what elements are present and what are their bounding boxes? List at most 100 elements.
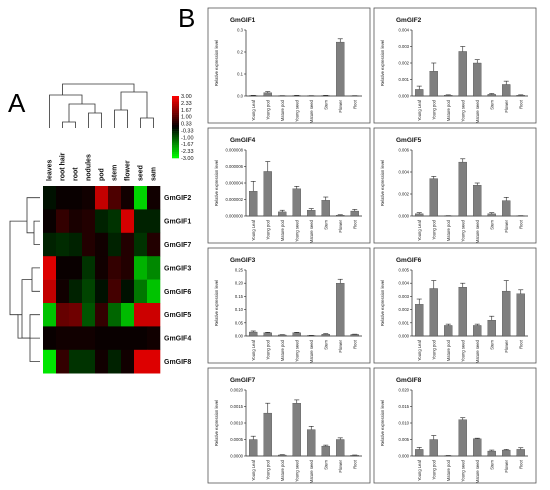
bar: [415, 304, 424, 337]
heatmap-cell: [69, 232, 83, 257]
heatmap-col-label: seed: [138, 165, 145, 181]
x-tick-label: Flower: [338, 459, 343, 472]
y-axis-label: Relative expression level: [214, 40, 219, 86]
legend-tick-label: -2.33: [181, 149, 194, 155]
x-tick-label: Young Leaf: [251, 339, 256, 361]
y-tick-label: 0.0010: [230, 421, 243, 426]
y-axis-label: Relative expression level: [380, 40, 385, 86]
heatmap-cell: [121, 326, 135, 351]
bar: [321, 200, 330, 217]
legend-color-step: [172, 145, 179, 148]
x-tick-label: Stem: [323, 219, 328, 229]
heatmap-cell: [147, 326, 161, 351]
heatmap-col-label: root: [73, 167, 80, 181]
heatmap-cell: [82, 303, 96, 327]
bar: [473, 62, 482, 97]
heatmap-cell: [43, 209, 57, 234]
y-tick-label: 0.004: [399, 28, 410, 33]
y-tick-label: 0.000: [399, 214, 410, 219]
legend-color-step: [172, 129, 179, 132]
chart-title: GmGIF4: [230, 137, 256, 144]
legend-color-step: [172, 106, 179, 109]
x-tick-label: Mature seed: [309, 219, 314, 243]
chart-title: GmGIF1: [230, 17, 256, 24]
legend-tick-label: -3.00: [181, 156, 194, 162]
y-tick-label: 0.006: [399, 148, 410, 153]
x-tick-label: Young seed: [460, 459, 465, 482]
heatmap-cell: [95, 303, 109, 327]
heatmap-cell: [56, 256, 70, 280]
x-tick-label: Young pod: [265, 219, 270, 240]
y-tick-label: 0.000004: [226, 181, 244, 186]
column-dendrogram-branch: [49, 94, 83, 128]
legend-color-step: [172, 155, 179, 159]
x-tick-label: Root: [352, 219, 357, 229]
y-tick-label: 0.1: [237, 72, 243, 77]
x-tick-label: Mature seed: [475, 459, 480, 483]
heatmap-cell: [82, 279, 96, 304]
legend-tick-label: 0.33: [181, 122, 192, 128]
x-tick-label: Young seed: [294, 459, 299, 482]
bar: [458, 287, 467, 337]
x-tick-label: Young Leaf: [417, 99, 422, 121]
x-tick-label: Mature seed: [309, 99, 314, 123]
heatmap-cell: [82, 209, 96, 234]
y-tick-label: 0.004: [399, 281, 410, 286]
x-tick-label: Young seed: [294, 339, 299, 362]
row-dendrogram-branch: [21, 279, 32, 339]
x-tick-label: Root: [518, 459, 523, 469]
heatmap-row-label: GmGIF2: [164, 195, 191, 202]
chart-title: GmGIF3: [230, 257, 256, 264]
bar: [292, 188, 301, 217]
heatmap-col-label: root hair: [60, 152, 67, 181]
legend-color-step: [172, 100, 179, 103]
heatmap-cell: [134, 256, 148, 280]
heatmap-row-label: GmGIF3: [164, 265, 191, 272]
bar: [487, 213, 496, 217]
bar-chart: GmGIF5 Relative expression level 0.000 0.00…: [373, 127, 537, 244]
x-tick-label: Stem: [489, 219, 494, 229]
x-tick-label: Mature seed: [309, 339, 314, 363]
row-dendrogram-branch: [33, 220, 40, 245]
y-tick-label: 0.002: [399, 61, 410, 66]
heatmap-cell: [108, 256, 122, 280]
legend-tick-label: -0.33: [181, 128, 194, 134]
x-tick-label: Flower: [338, 339, 343, 352]
row-dendrogram-branch: [9, 220, 27, 316]
bar: [458, 51, 467, 97]
bar: [263, 412, 272, 457]
heatmap-cell: [43, 326, 57, 351]
y-axis-label: Relative expression level: [214, 400, 219, 446]
heatmap-row-label: GmGIF5: [164, 312, 191, 319]
heatmap-cell: [43, 186, 57, 210]
heatmap-cell: [121, 349, 135, 374]
bar: [429, 71, 438, 97]
row-dendrogram-branch: [26, 197, 40, 234]
heatmap-row-label: GmGIF6: [164, 289, 191, 296]
heatmap-cell: [108, 232, 122, 257]
x-tick-label: Young Leaf: [251, 99, 256, 121]
bar: [321, 334, 330, 337]
y-tick-label: 0.005: [399, 268, 410, 273]
legend-color-step: [172, 98, 179, 101]
heatmap-cell: [134, 279, 148, 304]
panel-label-a: A: [8, 88, 26, 118]
heatmap-cell: [43, 256, 57, 280]
x-tick-label: Mature pod: [446, 459, 451, 481]
bar: [278, 334, 287, 337]
chart-frame: [207, 127, 371, 244]
heatmap-cell: [121, 186, 135, 210]
x-tick-label: Young seed: [460, 219, 465, 242]
x-tick-label: Young seed: [294, 219, 299, 242]
y-axis-label: Relative expression level: [380, 280, 385, 326]
heatmap-row-label: GmGIF8: [164, 359, 191, 366]
heatmap-cell: [56, 303, 70, 327]
x-tick-label: Young Leaf: [417, 459, 422, 481]
column-dendrogram-branch: [120, 91, 148, 118]
x-tick-label: Stem: [323, 339, 328, 349]
bar: [263, 332, 272, 337]
chart-frame: [373, 7, 537, 124]
bar: [487, 94, 496, 97]
bar: [350, 210, 359, 217]
heatmap-cell: [69, 279, 83, 304]
